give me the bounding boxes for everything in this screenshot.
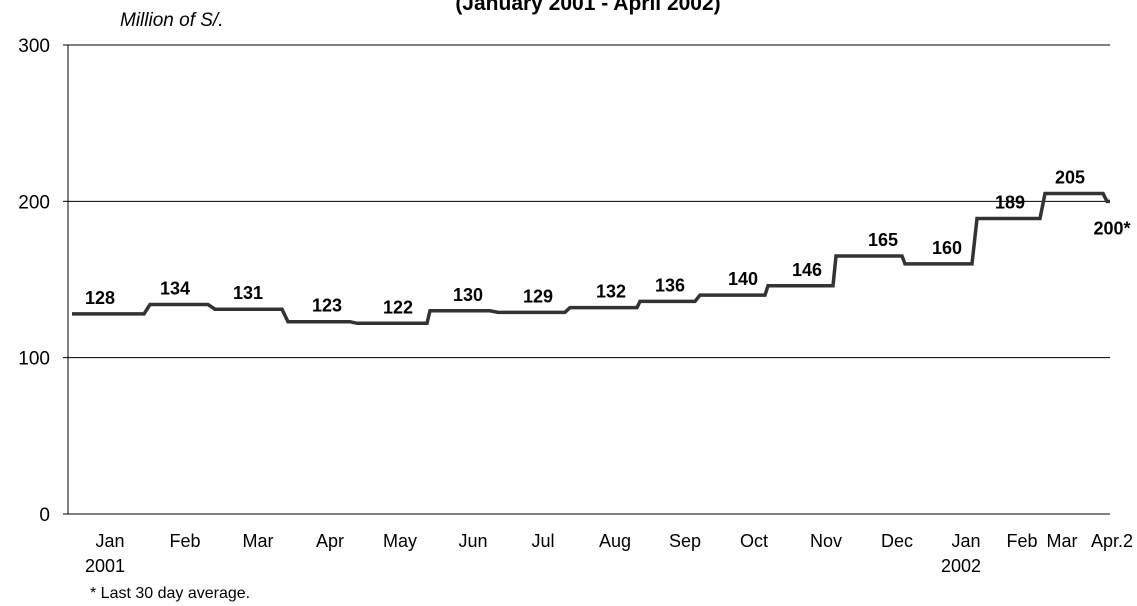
- x-tick-label-5: Jun: [458, 531, 487, 551]
- y-axis-unit-label: Million of S/.: [120, 10, 224, 31]
- x-tick-label-4: May: [383, 531, 417, 551]
- x-tick-label-11: Dec: [881, 531, 913, 551]
- data-label-10: 146: [792, 260, 822, 280]
- data-label-9: 140: [728, 269, 758, 289]
- data-label-15: 200*: [1093, 218, 1130, 238]
- x-tick-label-15: Apr.2: [1091, 531, 1133, 551]
- data-label-6: 129: [523, 286, 553, 306]
- axes: [63, 44, 1110, 515]
- y-tick-label-0: 0: [39, 505, 50, 526]
- footnote: * Last 30 day average.: [90, 585, 251, 602]
- x-year-label-2002: 2002: [941, 556, 981, 576]
- series: [72, 191, 1110, 326]
- data-label-7: 132: [596, 282, 626, 302]
- x-tick-label-2: Mar: [243, 531, 274, 551]
- x-tick-label-8: Sep: [669, 531, 701, 551]
- data-label-12: 160: [932, 238, 962, 258]
- x-tick-label-13: Feb: [1006, 531, 1037, 551]
- data-label-1: 134: [160, 279, 190, 299]
- x-tick-label-1: Feb: [169, 531, 200, 551]
- data-label-2: 131: [233, 283, 263, 303]
- x-tick-label-9: Oct: [740, 531, 768, 551]
- data-label-4: 122: [383, 297, 413, 317]
- x-tick-label-14: Mar: [1047, 531, 1078, 551]
- y-tick-labels: 0 100 200 300: [18, 36, 50, 526]
- y-tick-label-100: 100: [18, 349, 50, 370]
- x-tick-label-10: Nov: [810, 531, 842, 551]
- x-tick-labels: Jan Feb Mar Apr May Jun Jul Aug Sep Oct Nov Dec Jan F…: [85, 531, 1133, 576]
- data-label-14: 205: [1055, 168, 1085, 188]
- data-label-3: 123: [312, 296, 342, 316]
- x-tick-label-3: Apr: [316, 531, 344, 551]
- data-label-0: 128: [85, 288, 115, 308]
- x-tick-label-0: Jan: [95, 531, 124, 551]
- y-tick-label-300: 300: [18, 36, 50, 57]
- x-tick-label-6: Jul: [531, 531, 554, 551]
- data-label-8: 136: [655, 275, 685, 295]
- x-year-label-2001: 2001: [85, 556, 125, 576]
- y-tick-label-200: 200: [18, 192, 50, 213]
- x-tick-label-7: Aug: [599, 531, 631, 551]
- data-labels: 128 134 131 123 122 130 129 132 136 140 146 165 160 1…: [85, 168, 1131, 318]
- data-label-11: 165: [868, 230, 898, 250]
- series-step-line: [72, 191, 1110, 326]
- data-label-13: 189: [995, 193, 1025, 213]
- data-label-5: 130: [453, 285, 483, 305]
- x-tick-label-12: Jan: [951, 531, 980, 551]
- gridlines: [68, 44, 1110, 359]
- chart-title: (January 2001 - April 2002): [455, 0, 721, 15]
